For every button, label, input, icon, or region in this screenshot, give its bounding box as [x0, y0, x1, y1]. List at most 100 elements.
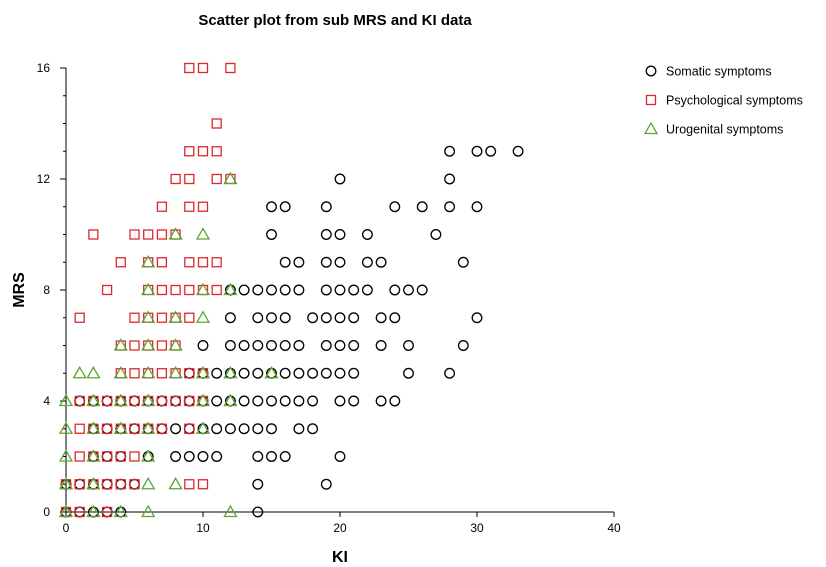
data-point-square [170, 284, 181, 296]
data-point-square [88, 229, 99, 240]
data-point-circle [334, 367, 346, 379]
data-point-circle [183, 395, 195, 407]
data-point-circle [348, 395, 360, 407]
data-point-triangle [141, 282, 156, 296]
data-point-circle [224, 423, 236, 435]
data-point-square [74, 423, 85, 434]
data-point-square [129, 229, 140, 240]
data-point-circle [252, 367, 264, 379]
x-tick-label: 0 [63, 521, 70, 535]
data-point-square [170, 395, 181, 407]
data-point-circle [279, 312, 291, 324]
data-point-circle [416, 284, 428, 296]
x-tick-label: 30 [470, 521, 484, 535]
data-point-triangle [58, 421, 74, 434]
data-point-circle [279, 284, 291, 296]
data-point-circle [266, 395, 277, 407]
data-point-triangle [141, 310, 156, 323]
data-point-circle [307, 312, 319, 324]
data-point-circle [266, 229, 277, 240]
data-point-circle [293, 367, 305, 379]
data-point-square [129, 368, 140, 379]
data-point-square [129, 451, 140, 462]
data-point-circle [293, 284, 305, 296]
data-point-circle [252, 478, 264, 490]
data-point-circle [183, 423, 195, 435]
data-point-square [129, 340, 140, 351]
data-point-circle [334, 451, 346, 462]
data-point-triangle [195, 282, 211, 296]
data-point-circle [361, 256, 373, 268]
data-point-circle [101, 451, 113, 462]
data-point-circle [307, 423, 319, 435]
data-point-circle [197, 451, 209, 462]
data-point-triangle [113, 504, 128, 518]
data-point-square [74, 395, 85, 407]
data-point-square [129, 423, 140, 434]
data-point-circle [334, 395, 346, 407]
data-point-circle [238, 423, 250, 435]
data-point-triangle [195, 421, 211, 434]
data-point-square [170, 173, 181, 185]
data-point-square [211, 173, 222, 185]
legend-label: Somatic symptoms [666, 65, 772, 79]
data-point-triangle [168, 365, 183, 379]
data-point-circle [170, 395, 182, 407]
data-point-square [101, 395, 113, 407]
data-point-square [184, 423, 195, 434]
data-point-square [184, 312, 195, 323]
data-point-circle [293, 340, 305, 351]
data-point-circle [307, 367, 319, 379]
data-point-circle [252, 284, 264, 296]
data-point-square [211, 146, 222, 157]
data-point-circle [266, 284, 277, 296]
data-point-square [101, 284, 113, 296]
data-point-square [74, 506, 85, 518]
data-point-circle [348, 367, 360, 379]
data-point-square [225, 62, 236, 74]
data-point-circle [224, 312, 236, 324]
data-point-circle [375, 312, 387, 324]
y-tick-label: 0 [43, 505, 50, 519]
data-point-triangle [86, 476, 101, 490]
data-point-circle [361, 229, 373, 240]
data-point-circle [279, 367, 291, 379]
data-point-triangle [141, 365, 156, 379]
data-point-circle [170, 423, 182, 435]
data-point-square [197, 479, 209, 490]
data-point-circle [279, 395, 291, 407]
data-point-triangle [141, 421, 156, 434]
data-point-circle [320, 478, 332, 490]
data-point-circle [197, 340, 209, 351]
data-point-triangle [141, 504, 156, 518]
data-point-circle [129, 478, 140, 490]
y-tick-label: 4 [43, 394, 50, 408]
data-point-circle [320, 229, 332, 240]
data-point-triangle [223, 393, 238, 407]
data-point-circle [416, 201, 428, 213]
data-point-circle [444, 367, 456, 379]
data-point-square [211, 118, 222, 129]
data-point-circle [334, 312, 346, 324]
data-point-circle [238, 284, 250, 296]
data-point-square [211, 257, 222, 268]
data-point-circle [129, 423, 140, 435]
data-point-circle [348, 340, 360, 351]
data-point-triangle [113, 393, 128, 407]
data-point-circle [307, 395, 319, 407]
data-point-square [156, 257, 168, 268]
axes [65, 68, 614, 513]
data-point-square [101, 479, 113, 490]
data-point-square [184, 284, 195, 296]
data-point-circle [211, 451, 223, 462]
data-point-square [156, 340, 168, 351]
data-point-circle [444, 145, 456, 157]
data-point-square [156, 201, 168, 212]
data-point-circle [320, 256, 332, 268]
data-point-circle [279, 451, 291, 462]
data-point-circle [238, 395, 250, 407]
data-point-triangle [113, 338, 128, 351]
data-point-triangle [195, 365, 211, 379]
data-point-circle [252, 395, 264, 407]
data-point-triangle [264, 365, 279, 379]
